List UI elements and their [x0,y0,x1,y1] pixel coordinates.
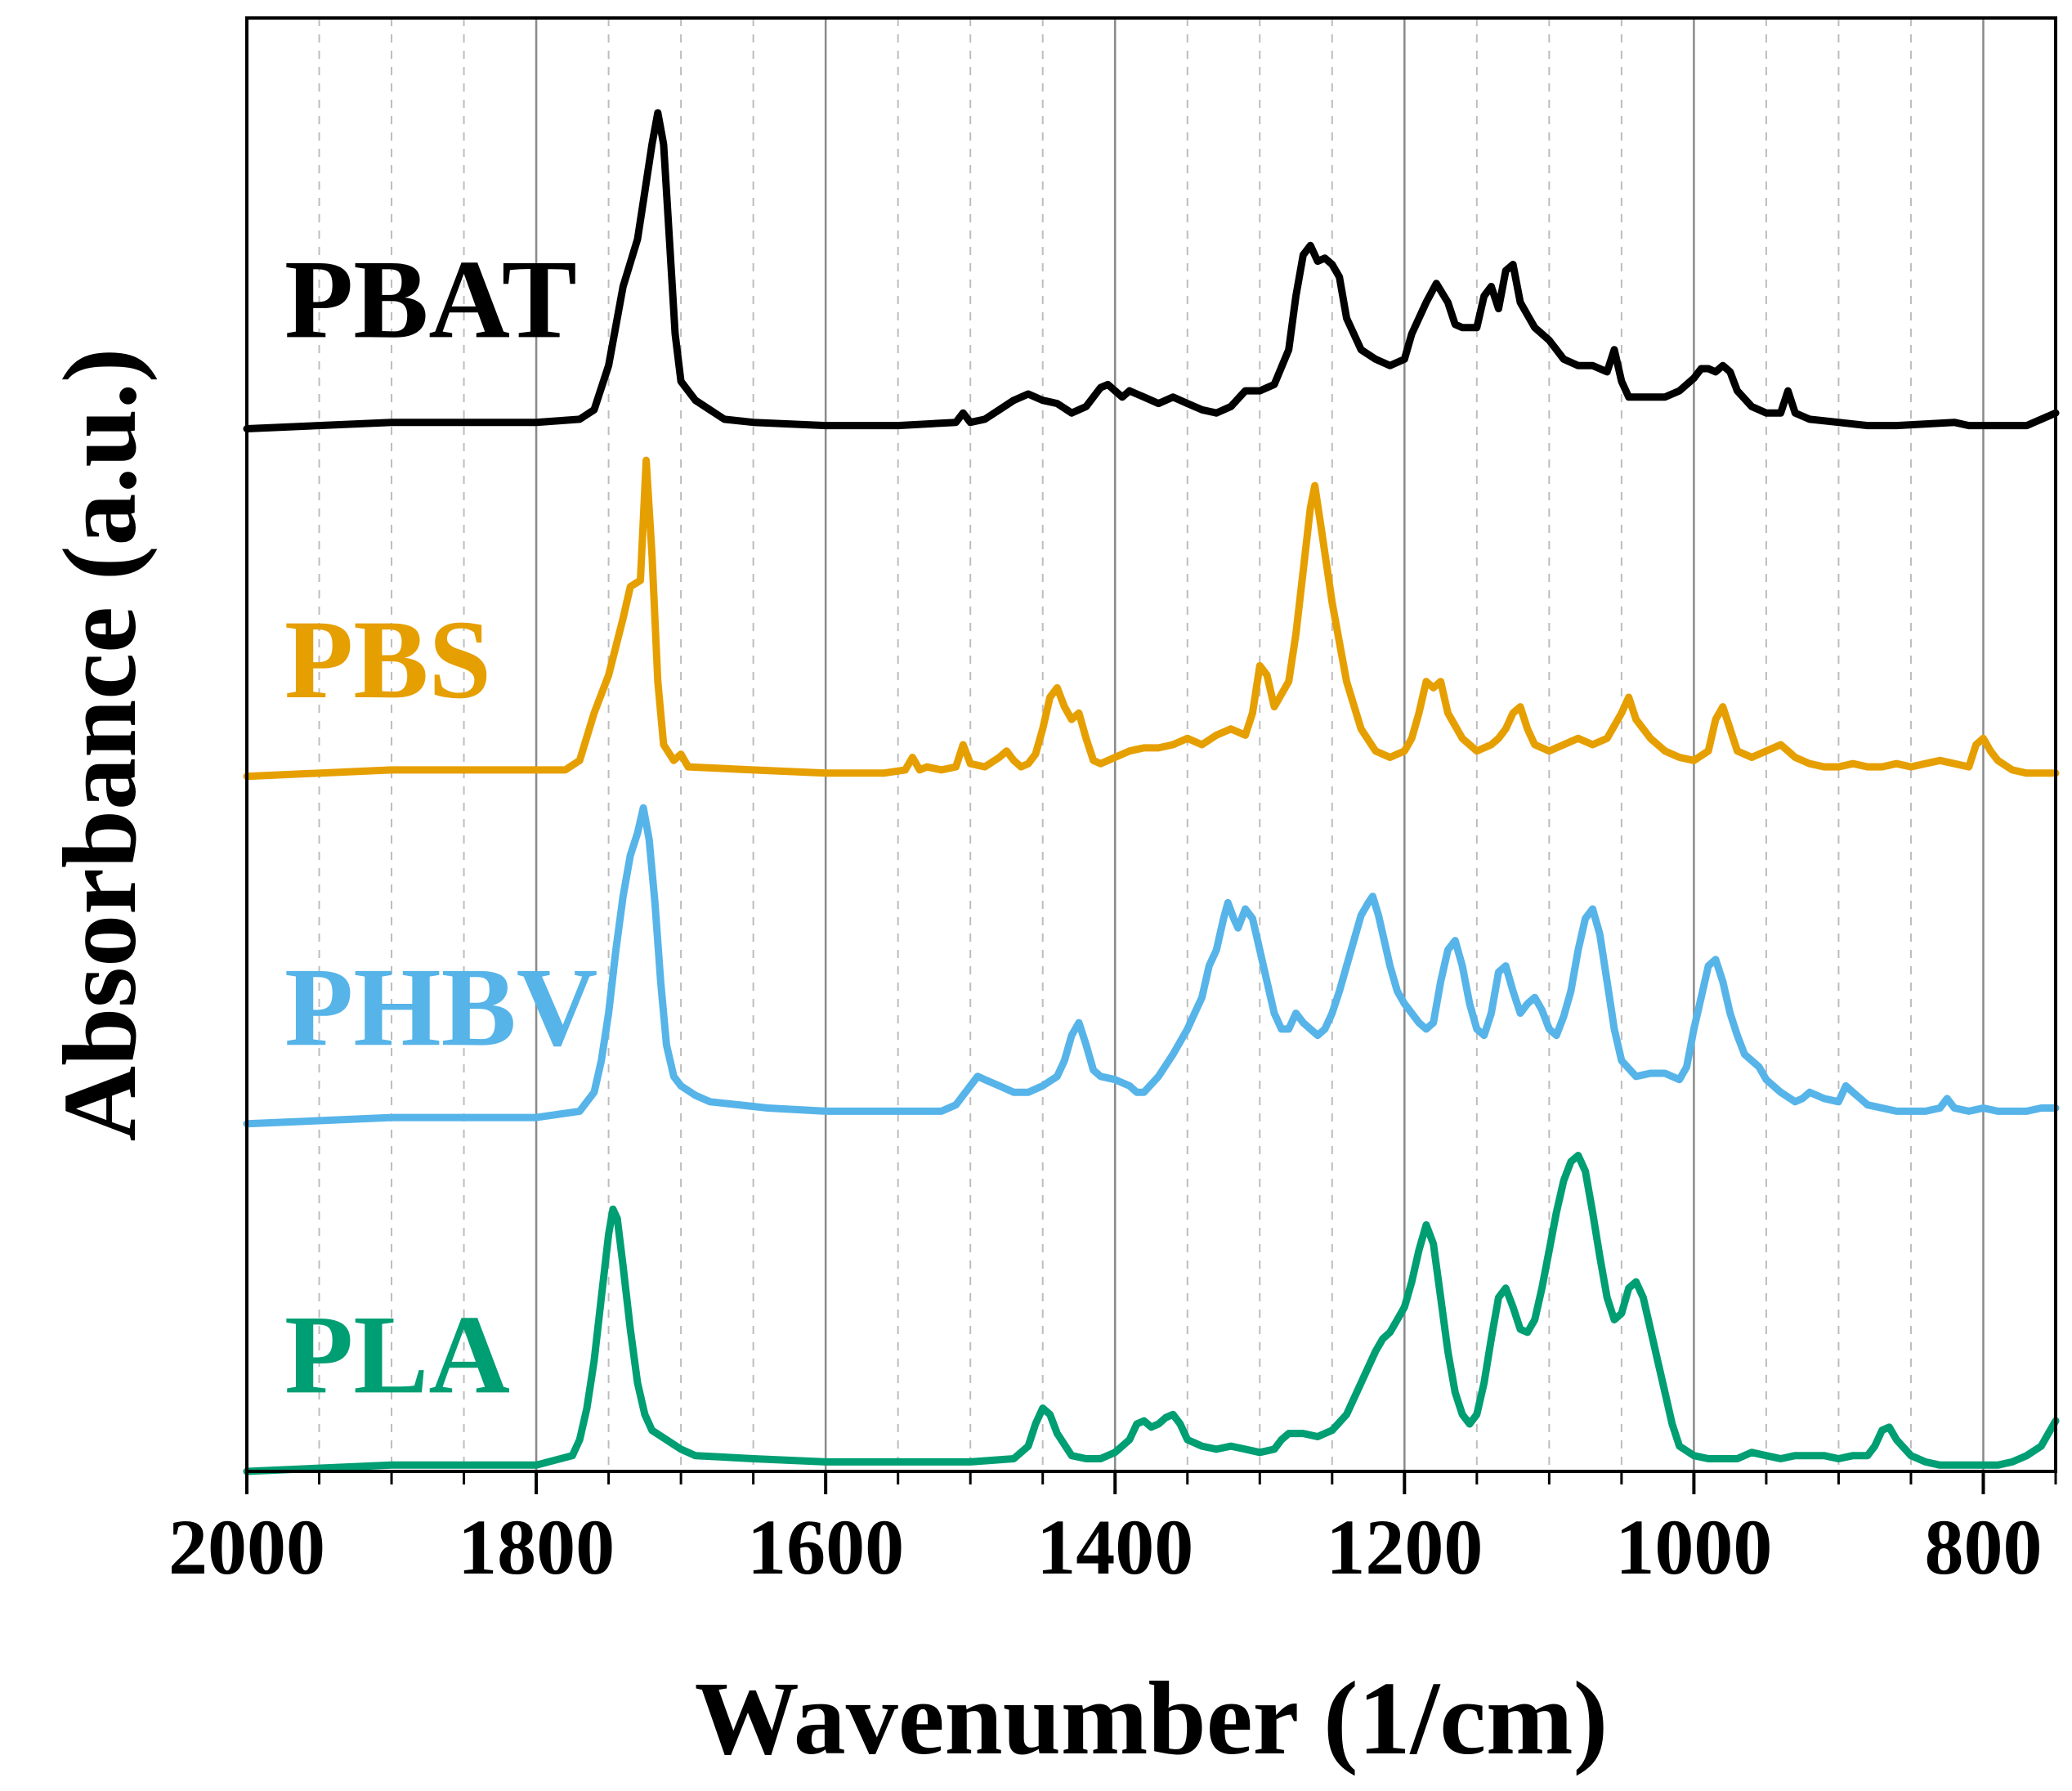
x-tick-label: 2000 [168,1503,325,1591]
x-tick-label: 1600 [747,1503,904,1591]
series-layer [243,109,2060,1475]
x-axis-label: Wavenumber (1/cm) [695,1660,1609,1776]
x-tick-label: 1000 [1615,1503,1772,1591]
x-axis-tick-labels: 2000 1800 1600 1400 1200 1000 800 [168,1503,2042,1591]
x-tick-label: 800 [1924,1503,2042,1591]
series-labels: PBAT PBS PHBV PLA [284,236,597,1417]
series-line-pla [243,1152,2060,1475]
series-line-pbs [243,456,2060,781]
x-axis-ticks [245,1471,2057,1494]
series-line-pbat [243,109,2060,432]
series-label-pbat: PBAT [284,236,577,361]
x-tick-label: 1200 [1326,1503,1483,1591]
y-axis-label: Absorbance (a.u.) [42,348,158,1142]
plot-frame [245,16,2057,1473]
x-tick-label: 1400 [1036,1503,1193,1591]
series-line-phbv [243,804,2060,1128]
series-label-pla: PLA [284,1292,510,1417]
series-label-pbs: PBS [284,597,491,722]
x-tick-label: 1800 [458,1503,615,1591]
series-label-phbv: PHBV [284,944,597,1069]
